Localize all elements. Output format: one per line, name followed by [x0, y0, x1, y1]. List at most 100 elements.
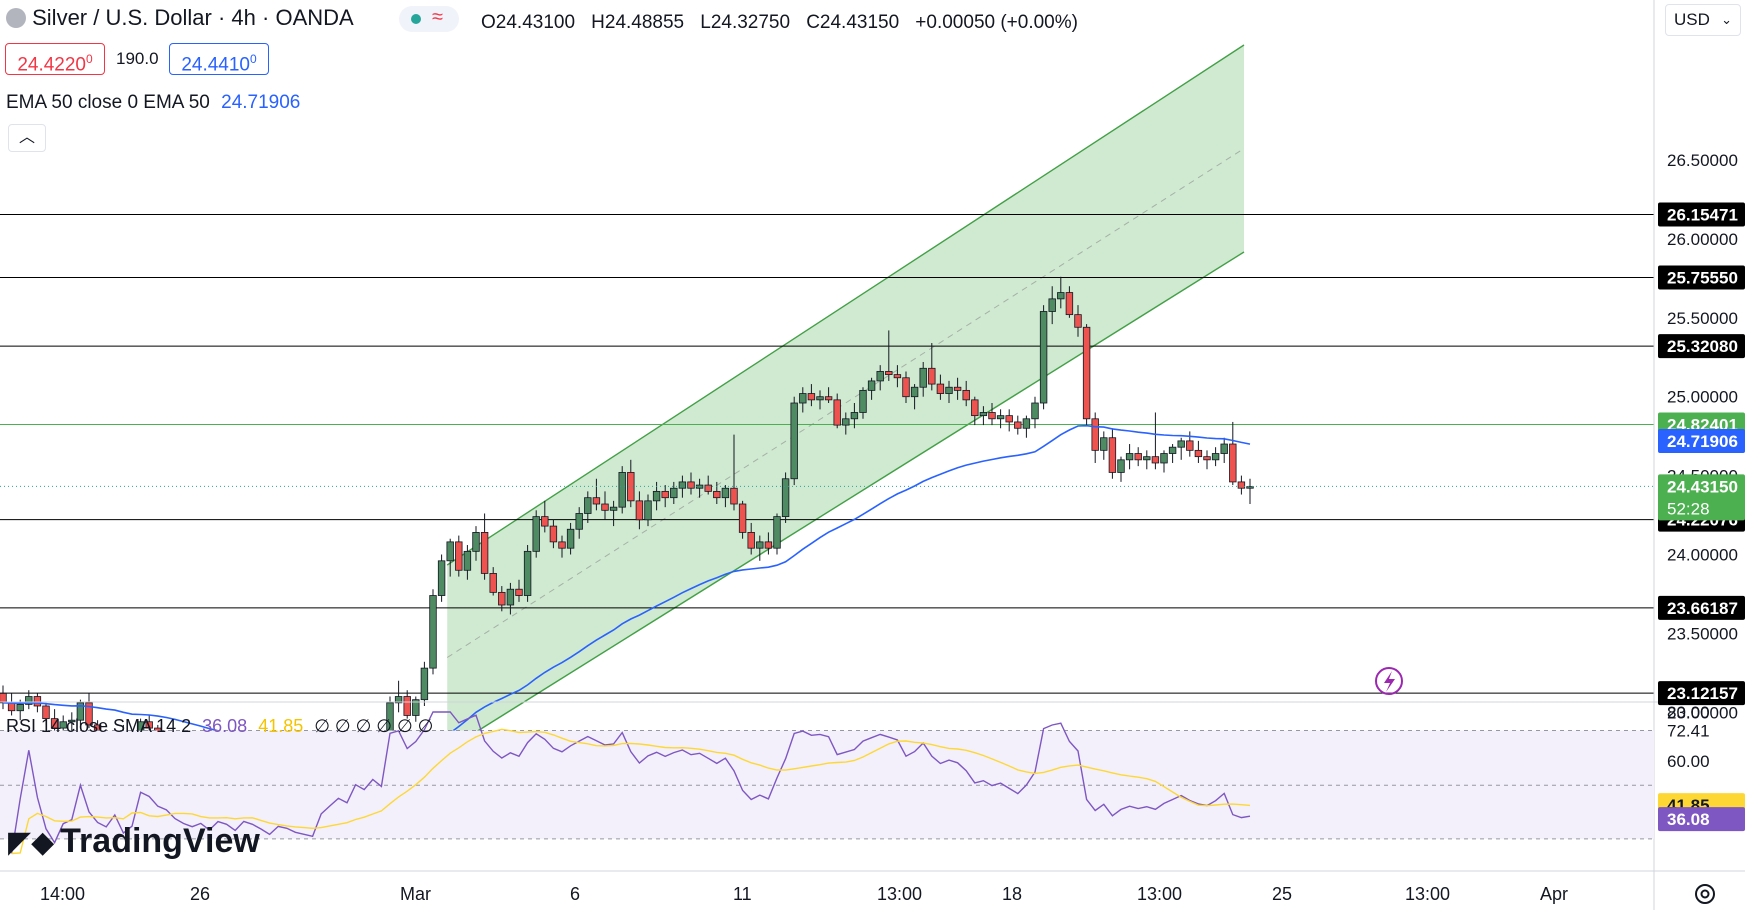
candle[interactable]: [1168, 444, 1177, 463]
candle[interactable]: [781, 472, 790, 523]
candle[interactable]: [575, 507, 583, 539]
candle[interactable]: [455, 535, 463, 577]
candle[interactable]: [1134, 447, 1142, 467]
candle[interactable]: [1082, 324, 1091, 426]
candle[interactable]: [446, 538, 454, 577]
candle[interactable]: [1022, 415, 1031, 438]
candle[interactable]: [670, 481, 678, 505]
candle[interactable]: [1057, 276, 1065, 309]
regression-channel[interactable]: [446, 44, 1245, 751]
candle[interactable]: [1151, 412, 1160, 470]
candle[interactable]: [661, 485, 669, 508]
time-axis[interactable]: 14:00 26 Mar 6 11 13:00 18 13:00 25 13:00 Apr: [40, 884, 1568, 904]
candle[interactable]: [704, 475, 712, 495]
candle[interactable]: [721, 485, 730, 508]
candle[interactable]: [1194, 440, 1203, 463]
price-axis[interactable]: 26.5000026.0000025.5000025.0000024.50000…: [1658, 151, 1745, 722]
rsi-legend[interactable]: RSI 14 close SMA 14 2 36.08 41.85 ∅ ∅ ∅ …: [6, 716, 434, 736]
candle[interactable]: [807, 384, 816, 407]
candle[interactable]: [1211, 447, 1220, 467]
candle[interactable]: [498, 586, 506, 612]
candle[interactable]: [1031, 396, 1039, 429]
candle[interactable]: [850, 403, 859, 429]
candle[interactable]: [42, 702, 50, 725]
candle[interactable]: [506, 582, 515, 615]
candle[interactable]: [1220, 437, 1228, 463]
candle[interactable]: [592, 478, 601, 511]
candle[interactable]: [971, 396, 979, 426]
candle[interactable]: [1246, 478, 1254, 505]
candle[interactable]: [601, 491, 609, 520]
candle[interactable]: [532, 510, 540, 558]
channel-lower-line[interactable]: [446, 251, 1245, 751]
candle[interactable]: [25, 690, 33, 710]
candle[interactable]: [472, 526, 480, 561]
candle[interactable]: [437, 554, 446, 602]
candle[interactable]: [1160, 450, 1168, 473]
candle[interactable]: [644, 494, 652, 527]
candle[interactable]: [429, 589, 437, 675]
candle[interactable]: [885, 330, 893, 381]
candle[interactable]: [953, 377, 962, 400]
candle[interactable]: [962, 380, 970, 407]
candle[interactable]: [687, 472, 695, 495]
horizontal-levels[interactable]: [0, 213, 1654, 694]
candle[interactable]: [1014, 415, 1022, 435]
candle[interactable]: [627, 459, 635, 508]
candle[interactable]: [842, 412, 850, 435]
candle[interactable]: [515, 579, 523, 602]
candle[interactable]: [979, 406, 988, 426]
candle[interactable]: [1229, 421, 1237, 486]
candle[interactable]: [833, 393, 841, 429]
candle[interactable]: [730, 434, 738, 511]
candle[interactable]: [928, 343, 936, 391]
candle[interactable]: [584, 491, 592, 523]
ema-50-line[interactable]: [2, 424, 1251, 769]
candle[interactable]: [549, 519, 558, 549]
ema-legend[interactable]: EMA 50 close 0 EMA 50 24.71906: [6, 92, 301, 113]
candle[interactable]: [1048, 286, 1056, 325]
candle[interactable]: [489, 567, 497, 596]
rsi-sma-line[interactable]: [11, 728, 1251, 855]
channel-upper-line[interactable]: [446, 44, 1245, 566]
candle[interactable]: [85, 693, 93, 729]
candle[interactable]: [541, 500, 549, 533]
candle[interactable]: [394, 680, 403, 713]
symbol-title[interactable]: Silver / U.S. Dollar · 4h · OANDA: [6, 5, 354, 31]
candle[interactable]: [936, 374, 945, 400]
candle[interactable]: [867, 377, 876, 400]
candle[interactable]: [68, 712, 76, 732]
alert-lightning-icon[interactable]: [1375, 667, 1403, 695]
candle[interactable]: [480, 513, 489, 580]
tradingview-logo[interactable]: ◤◆ TradingView: [8, 822, 260, 860]
candle[interactable]: [876, 365, 884, 391]
candle[interactable]: [1117, 456, 1125, 482]
candle[interactable]: [988, 403, 996, 426]
candle[interactable]: [738, 500, 747, 539]
candle[interactable]: [463, 545, 472, 580]
candle[interactable]: [1203, 450, 1211, 470]
candle[interactable]: [1237, 475, 1246, 495]
candle[interactable]: [678, 475, 687, 498]
candle[interactable]: [1143, 450, 1151, 470]
candle[interactable]: [1186, 431, 1194, 457]
candle[interactable]: [824, 387, 833, 404]
candle[interactable]: [945, 380, 953, 404]
candle[interactable]: [523, 545, 532, 602]
candle[interactable]: [747, 522, 755, 555]
candle[interactable]: [902, 371, 910, 404]
candle[interactable]: [1039, 305, 1048, 410]
candle[interactable]: [910, 384, 919, 410]
sell-button[interactable]: 24.42200: [5, 43, 105, 75]
candle[interactable]: [773, 513, 781, 555]
candle[interactable]: [1065, 286, 1074, 318]
candle[interactable]: [1005, 409, 1013, 432]
candle[interactable]: [618, 466, 626, 514]
candle[interactable]: [0, 685, 7, 710]
candle[interactable]: [799, 387, 807, 413]
candle[interactable]: [412, 696, 420, 722]
candle[interactable]: [1125, 444, 1134, 470]
candle[interactable]: [566, 522, 575, 555]
currency-select[interactable]: USD ⌄: [1665, 4, 1741, 36]
